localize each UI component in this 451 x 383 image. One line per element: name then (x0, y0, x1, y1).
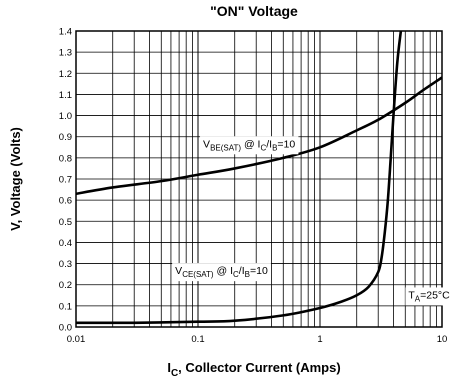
annotation-text: V (175, 265, 182, 277)
annotation-text: =10 (250, 265, 268, 277)
annotation-subscript: B (272, 143, 277, 152)
annotation-text: V (203, 138, 210, 150)
y-tick-label: 0.5 (59, 217, 72, 228)
y-tick-label: 1.0 (59, 111, 72, 122)
vbe-annotation-bg (200, 136, 299, 155)
y-tick-label: 0.1 (59, 301, 72, 312)
x-tick-label: 10 (437, 334, 448, 345)
series-layer (76, 30, 442, 325)
y-tick-label: 0.3 (59, 259, 72, 270)
y-tick-label: 0.0 (59, 323, 72, 334)
annotation-subscript: B (245, 270, 250, 279)
vce-sat-curve (76, 30, 403, 325)
annotation-subscript: CE(SAT) (182, 270, 214, 279)
annotation-subscript: C (260, 143, 266, 152)
y-axis-label: V, Voltage (Volts) (8, 127, 23, 231)
annotation-text: @ I (241, 138, 260, 150)
y-tick-label: 0.6 (59, 196, 72, 207)
x-axis-label-main: I (167, 360, 171, 375)
y-tick-label: 1.3 (59, 48, 72, 59)
annotation-text: /I (239, 265, 245, 277)
y-tick-label: 0.7 (59, 175, 72, 186)
annotation-subscript: A (415, 294, 421, 303)
vbe-annotation: VBE(SAT) @ IC/IB=10 (203, 138, 295, 152)
annotation-text: /I (266, 138, 272, 150)
vce-annotation-bg (172, 263, 271, 282)
annotation-text: T (408, 289, 415, 301)
ta-annotation: TA=25°C (408, 289, 450, 303)
x-tick-label: 1 (317, 334, 322, 345)
annotation-text: =25°C (420, 289, 450, 301)
chart-title: "ON" Voltage (210, 3, 298, 19)
annotation-subscript: C (233, 270, 239, 279)
annotation-text: =10 (277, 138, 295, 150)
y-tick-label: 0.2 (59, 280, 72, 291)
vbe-sat-curve (76, 76, 442, 196)
y-tick-label: 0.9 (59, 132, 72, 143)
y-tick-label: 1.4 (59, 27, 72, 38)
vce-annotation: VCE(SAT) @ IC/IB=10 (175, 265, 268, 279)
x-tick-label: 0.01 (67, 334, 86, 345)
annotation-subscript: BE(SAT) (210, 143, 241, 152)
y-tick-label: 0.8 (59, 153, 72, 164)
x-axis-label: IC, Collector Current (Amps) (167, 360, 340, 379)
x-axis-label-rest: , Collector Current (Amps) (178, 360, 341, 375)
x-tick-label: 0.1 (191, 334, 204, 345)
grid (75, 30, 442, 328)
y-tick-label: 1.1 (59, 90, 72, 101)
y-tick-label: 0.4 (59, 238, 72, 249)
annotation-text: @ I (214, 265, 233, 277)
ta-annotation-bg (405, 287, 451, 306)
tick-labels: 0.0 0.1 0.2 0.3 0.4 0.5 0.6 0.7 0.8 0.9 1.0 1.1 1.2 1… (59, 27, 448, 346)
plot-frame (75, 30, 443, 328)
x-axis-label-subscript: C (171, 368, 178, 379)
y-tick-label: 1.2 (59, 69, 72, 80)
